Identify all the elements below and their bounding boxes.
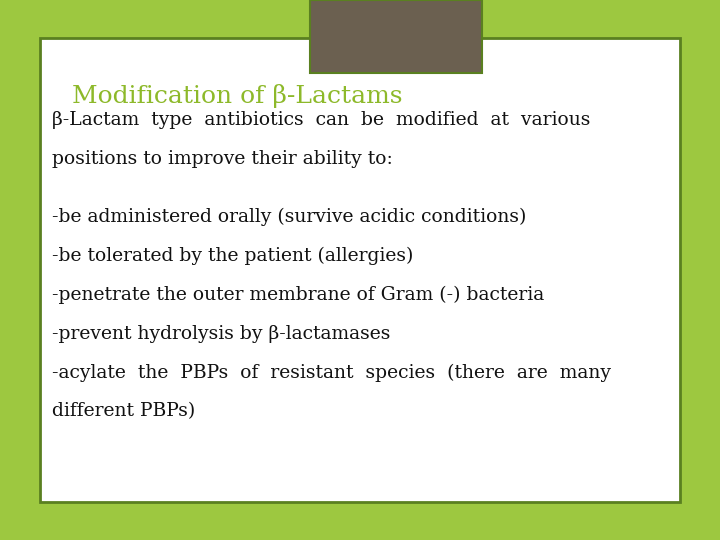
Bar xyxy=(40,38,680,502)
Text: -prevent hydrolysis by β-lactamases: -prevent hydrolysis by β-lactamases xyxy=(52,325,390,342)
Text: different PBPs): different PBPs) xyxy=(52,402,195,420)
Text: -acylate  the  PBPs  of  resistant  species  (there  are  many: -acylate the PBPs of resistant species (… xyxy=(52,363,611,382)
Text: β-Lactam  type  antibiotics  can  be  modified  at  various: β-Lactam type antibiotics can be modifie… xyxy=(52,111,590,129)
Text: Modification of β-Lactams: Modification of β-Lactams xyxy=(72,84,402,107)
Text: positions to improve their ability to:: positions to improve their ability to: xyxy=(52,150,392,167)
Text: -penetrate the outer membrane of Gram (-) bacteria: -penetrate the outer membrane of Gram (-… xyxy=(52,286,544,304)
Bar xyxy=(310,0,482,73)
Text: -be administered orally (survive acidic conditions): -be administered orally (survive acidic … xyxy=(52,208,526,226)
Text: -be tolerated by the patient (allergies): -be tolerated by the patient (allergies) xyxy=(52,247,413,265)
